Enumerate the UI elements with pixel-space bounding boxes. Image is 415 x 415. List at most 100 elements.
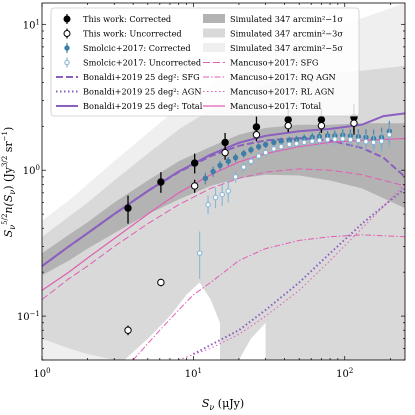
tick-label: 100 xyxy=(33,367,50,380)
data-point xyxy=(190,159,199,167)
data-point xyxy=(347,136,354,143)
data-point xyxy=(157,278,165,287)
data-point xyxy=(278,138,284,144)
band-gap-2 xyxy=(238,322,266,360)
data-point xyxy=(210,168,216,175)
data-point xyxy=(212,194,219,201)
line-mancuso-2017-rl-agn xyxy=(178,183,405,360)
legend-label: Bonaldi+2019 25 deg²: AGN xyxy=(83,87,202,97)
data-point xyxy=(190,182,199,190)
data-point xyxy=(262,149,269,156)
data-point xyxy=(225,188,231,194)
data-point xyxy=(225,158,231,165)
data-point xyxy=(309,138,315,144)
data-point xyxy=(271,139,277,146)
data-point xyxy=(202,175,209,182)
tick-label: 101 xyxy=(23,18,40,31)
data-point xyxy=(271,146,277,152)
data-point xyxy=(232,154,239,161)
legend-label: Mancuso+2017: Total xyxy=(230,101,322,111)
legend-item-smolcic-2017-corrected: Smolcic+2017: Corrected xyxy=(64,43,191,53)
legend-item-bonaldi-2019-25-deg-total: Bonaldi+2019 25 deg²: Total xyxy=(56,101,203,111)
band-gap-1 xyxy=(124,282,220,360)
data-point xyxy=(124,204,132,212)
data-point xyxy=(221,148,229,157)
data-point xyxy=(217,162,223,169)
data-point xyxy=(355,137,362,144)
legend-label: This work: Uncorrected xyxy=(83,29,182,39)
legend-label: Simulated 347 arcmin²−1σ xyxy=(230,14,343,24)
data-point xyxy=(262,141,269,148)
data-point xyxy=(386,132,393,138)
y-axis-label: Sν5/2n(Sν) (Jy3/2 sr−1) xyxy=(1,127,17,238)
series-this-work-uncorrected xyxy=(124,116,358,336)
legend-label: Simulated 347 arcmin²−3σ xyxy=(230,29,343,39)
data-point xyxy=(316,137,323,144)
legend-item-mancuso-2017-sfg: Mancuso+2017: SFG xyxy=(203,58,318,68)
legend-item-simulated-347-arcmin-1: Simulated 347 arcmin²−1σ xyxy=(203,14,343,24)
legend-swatch xyxy=(63,30,71,37)
legend-swatch xyxy=(63,15,71,23)
data-point xyxy=(196,250,203,256)
legend-label: Bonaldi+2019 25 deg²: SFG xyxy=(83,72,200,82)
legend-item-simulated-347-arcmin-5: Simulated 347 arcmin²−5σ xyxy=(203,43,343,53)
legend-swatch xyxy=(203,14,225,23)
line-bonaldi-2019-25-deg-agn xyxy=(192,187,405,355)
data-point xyxy=(284,121,292,130)
data-point xyxy=(248,147,254,153)
data-point xyxy=(252,131,261,139)
legend-item-mancuso-2017-rl-agn: Mancuso+2017: RL AGN xyxy=(203,87,334,97)
legend-label: Smolcic+2017: Uncorrected xyxy=(83,58,201,68)
data-point xyxy=(324,136,331,143)
legend-label: Mancuso+2017: RQ AGN xyxy=(230,72,336,82)
tick-label: 10−1 xyxy=(17,310,40,323)
legend-label: Mancuso+2017: SFG xyxy=(230,58,318,68)
axes: 100 101 102 10−1 100 101 xyxy=(17,3,405,380)
data-point xyxy=(255,153,262,159)
legend-swatch xyxy=(203,43,225,52)
legend-swatch xyxy=(64,59,70,66)
data-point xyxy=(340,136,346,142)
line-mancuso-2017-total xyxy=(42,137,405,291)
legend-label: Simulated 347 arcmin²−5σ xyxy=(230,43,343,53)
data-point xyxy=(332,136,338,142)
legend-item-this-work-corrected: This work: Corrected xyxy=(63,14,171,24)
data-point xyxy=(241,150,247,157)
data-point xyxy=(301,139,307,146)
line-mancuso-2017-sfg xyxy=(42,168,405,300)
data-point xyxy=(232,174,239,180)
x-axis-label: Sν (μJy) xyxy=(202,397,244,412)
data-point xyxy=(157,178,165,186)
tick-label: 101 xyxy=(185,367,202,380)
data-point xyxy=(378,138,385,144)
legend-label: Bonaldi+2019 25 deg²: Total xyxy=(83,101,203,111)
legend-item-simulated-347-arcmin-3: Simulated 347 arcmin²−3σ xyxy=(203,28,343,39)
legend-item-bonaldi-2019-25-deg-sfg: Bonaldi+2019 25 deg²: SFG xyxy=(56,72,200,82)
legend-swatch xyxy=(203,28,225,38)
plot-frame xyxy=(41,2,406,361)
data-point xyxy=(221,138,229,147)
legend-item-bonaldi-2019-25-deg-agn: Bonaldi+2019 25 deg²: AGN xyxy=(56,87,202,97)
legend-item-smolcic-2017-uncorrected: Smolcic+2017: Uncorrected xyxy=(64,57,201,68)
tick-label: 100 xyxy=(23,164,40,177)
data-point xyxy=(286,141,292,148)
legend-label: This work: Corrected xyxy=(83,14,171,24)
data-point xyxy=(205,202,211,208)
legend-item-mancuso-2017-total: Mancuso+2017: Total xyxy=(203,101,322,111)
legend-label: Mancuso+2017: RL AGN xyxy=(230,87,334,97)
series-smolcic-2017-uncorrected xyxy=(196,124,393,279)
band-simulated-347-arcmin-1 xyxy=(42,123,405,276)
data-point xyxy=(350,119,358,127)
data-point xyxy=(317,121,326,130)
data-point xyxy=(241,164,247,170)
data-point xyxy=(248,158,254,165)
data-point xyxy=(363,138,369,145)
legend-swatch xyxy=(64,45,70,51)
data-point xyxy=(255,143,262,150)
legend-label: Smolcic+2017: Corrected xyxy=(83,43,191,53)
line-mancuso-2017-rq-agn xyxy=(132,234,405,360)
legend-item-this-work-uncorrected: This work: Uncorrected xyxy=(63,28,182,39)
data-point xyxy=(370,139,377,146)
data-point xyxy=(293,140,300,147)
